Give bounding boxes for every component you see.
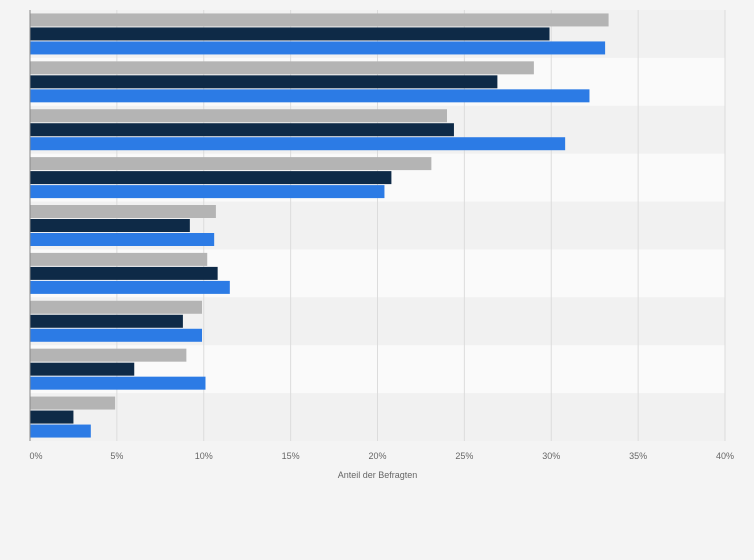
bar	[30, 314, 183, 328]
bar	[30, 61, 534, 75]
x-axis-title: Anteil der Befragten	[338, 470, 418, 480]
bar	[30, 75, 498, 89]
bar	[30, 252, 208, 266]
bar	[30, 396, 116, 410]
bar	[30, 137, 566, 151]
x-tick-label: 10%	[195, 451, 213, 461]
bar	[30, 328, 203, 342]
bars	[30, 13, 609, 438]
x-tick-label: 40%	[716, 451, 734, 461]
bar	[30, 219, 190, 232]
bar	[30, 233, 215, 246]
bar	[30, 362, 135, 376]
bar	[30, 376, 206, 390]
x-tick-label: 35%	[629, 451, 647, 461]
x-tick-label: 20%	[368, 451, 386, 461]
bar	[30, 266, 218, 280]
x-tick-label: 30%	[542, 451, 560, 461]
x-tick-label: 15%	[282, 451, 300, 461]
bar	[30, 41, 606, 55]
bar	[30, 280, 230, 294]
bar	[30, 27, 550, 41]
x-tick-label: 5%	[110, 451, 123, 461]
bar	[30, 123, 454, 137]
bar	[30, 205, 216, 218]
x-tick-label: 0%	[29, 451, 42, 461]
bar	[30, 424, 91, 438]
bar	[30, 348, 187, 362]
bar	[30, 171, 392, 185]
bar	[30, 109, 447, 123]
bar	[30, 157, 432, 171]
bar	[30, 13, 609, 27]
x-tick-labels: 0% 5% 10% 15% 20% 25% 30% 35% 40%	[29, 451, 734, 461]
x-tick-label: 25%	[455, 451, 473, 461]
bar	[30, 300, 203, 314]
bar	[30, 410, 74, 424]
bar	[30, 89, 590, 103]
bar	[30, 185, 385, 199]
